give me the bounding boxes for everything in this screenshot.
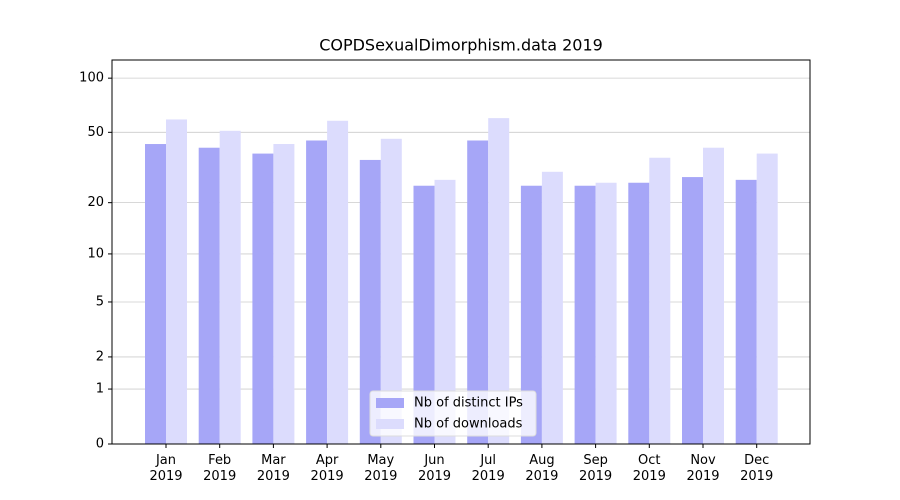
legend-swatch [376,398,404,408]
bar [628,182,650,444]
legend-swatch [376,419,404,429]
y-tick-label: 100 [79,71,104,86]
bar [595,182,617,444]
bar [520,185,542,445]
bar [327,120,349,444]
bar [467,140,489,445]
bar [252,153,274,444]
chart-title: COPDSexualDimorphism.data 2019 [319,36,603,55]
y-tick-label: 20 [87,195,104,210]
bar [488,118,510,444]
y-tick-label: 50 [87,125,104,140]
x-tick-label: Jan 2019 [149,453,183,484]
x-tick-label: Dec 2019 [740,453,774,484]
bar [756,153,778,444]
bar [649,157,671,444]
y-tick-label: 2 [96,349,104,364]
x-tick-label: Oct 2019 [632,453,666,484]
x-tick-label: Jul 2019 [471,453,505,484]
x-tick-label: Sep 2019 [579,453,613,484]
y-tick-label: 5 [96,294,104,309]
x-tick-label: Jun 2019 [417,453,452,484]
plot-frame [111,59,811,445]
x-tick-label: Nov 2019 [686,453,720,484]
x-tick-label: Aug 2019 [525,453,559,484]
bar [703,147,724,444]
bar [145,144,166,444]
legend-box [369,390,537,437]
x-tick-label: May 2019 [364,453,398,484]
bar [198,147,220,444]
x-tick-label: Feb 2019 [203,453,237,484]
bar [219,130,241,444]
legend-label: Nb of distinct IPs [414,396,523,411]
bar [413,185,435,445]
x-tick-label: Apr 2019 [310,453,344,484]
y-tick-label: 10 [87,246,104,261]
bar [434,179,456,444]
bar [380,138,402,444]
bar [541,171,563,444]
x-tick-label: Mar 2019 [256,453,290,484]
legend: Nb of distinct IPs Nb of downloads [369,390,537,437]
bar [735,179,757,444]
legend-label: Nb of downloads [414,417,523,432]
bar [682,177,703,445]
y-tick-label: 1 [96,382,104,397]
bar [166,119,187,444]
bar [306,140,328,445]
y-tick-label: 0 [96,437,104,452]
bar [359,159,381,444]
bar [273,144,295,444]
bar [574,185,596,445]
